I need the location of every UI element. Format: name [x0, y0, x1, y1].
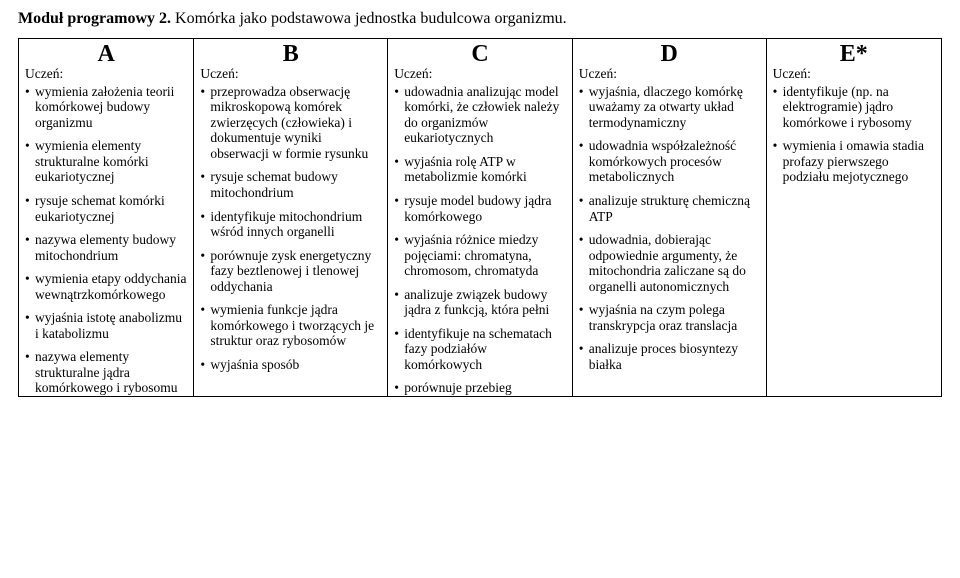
- list-item: rysuje schemat komórki eukariotycznej: [25, 193, 187, 224]
- list-item: wyjaśnia, dlaczego komórkę uważamy za ot…: [579, 84, 760, 131]
- list-item: porównuje przebieg: [394, 380, 566, 396]
- list-item: wyjaśnia istotę anabolizmu i katabolizmu: [25, 310, 187, 341]
- list-item: udowadnia, dobierając odpowiednie argume…: [579, 232, 760, 294]
- module-title: Moduł programowy 2. Komórka jako podstaw…: [18, 10, 942, 28]
- list-item: wyjaśnia rolę ATP w metabolizmie komórki: [394, 154, 566, 185]
- list-item: analizuje związek budowy jądra z funkcją…: [394, 287, 566, 318]
- list-item: analizuje proces biosyntezy białka: [579, 341, 760, 372]
- list-item: identyfikuje (np. na elektrogramie) jądr…: [773, 84, 935, 131]
- list-item: identyfikuje mitochondrium wśród innych …: [200, 209, 381, 240]
- list-item: przeprowadza obserwację mikroskopową kom…: [200, 84, 381, 162]
- col-head-c: C: [394, 42, 566, 66]
- col-lead: Uczeń:: [394, 66, 566, 82]
- title-bold: Moduł programowy 2.: [18, 10, 171, 27]
- list-item: udowadnia współzależność komórkowych pro…: [579, 138, 760, 185]
- col-lead: Uczeń:: [579, 66, 760, 82]
- col-head-b: B: [200, 42, 381, 66]
- list-item: wymienia elementy strukturalne komórki e…: [25, 138, 187, 185]
- col-lead: Uczeń:: [200, 66, 381, 82]
- table-row: A Uczeń: wymienia założenia teorii komór…: [19, 39, 942, 396]
- list-item: wymienia założenia teorii komórkowej bud…: [25, 84, 187, 131]
- title-rest: Komórka jako podstawowa jednostka budulc…: [171, 10, 567, 27]
- col-head-e: E*: [773, 42, 935, 66]
- list-item: analizuje strukturę chemiczną ATP: [579, 193, 760, 224]
- list-item: wyjaśnia sposób: [200, 357, 381, 373]
- col-lead: Uczeń:: [773, 66, 935, 82]
- list-item: udowadnia analizując model komórki, że c…: [394, 84, 566, 146]
- list-item: rysuje model budowy jądra komórkowego: [394, 193, 566, 224]
- list-item: wymienia funkcje jądra komórkowego i two…: [200, 302, 381, 349]
- list-item: nazywa elementy budowy mitochondrium: [25, 232, 187, 263]
- list-item: identyfikuje na schematach fazy podziałó…: [394, 326, 566, 373]
- col-e: E* Uczeń: identyfikuje (np. na elektrogr…: [766, 39, 941, 396]
- criteria-table: A Uczeń: wymienia założenia teorii komór…: [18, 38, 942, 396]
- list-item: porównuje zysk energetyczny fazy beztlen…: [200, 248, 381, 295]
- col-lead: Uczeń:: [25, 66, 187, 82]
- list-item: wyjaśnia na czym polega transkrypcja ora…: [579, 302, 760, 333]
- list-item: nazywa elementy strukturalne jądra komór…: [25, 349, 187, 396]
- list-item: wymienia i omawia stadia profazy pierwsz…: [773, 138, 935, 185]
- col-c: C Uczeń: udowadnia analizując model komó…: [388, 39, 573, 396]
- col-b: B Uczeń: przeprowadza obserwację mikrosk…: [194, 39, 388, 396]
- list-item: rysuje schemat budowy mitochondrium: [200, 169, 381, 200]
- list-item: wyjaśnia różnice miedzy pojęciami: chrom…: [394, 232, 566, 279]
- col-head-a: A: [25, 42, 187, 66]
- col-d: D Uczeń: wyjaśnia, dlaczego komórkę uważ…: [572, 39, 766, 396]
- list-item: wymienia etapy oddychania wewnątrzkomórk…: [25, 271, 187, 302]
- col-a: A Uczeń: wymienia założenia teorii komór…: [19, 39, 194, 396]
- col-head-d: D: [579, 42, 760, 66]
